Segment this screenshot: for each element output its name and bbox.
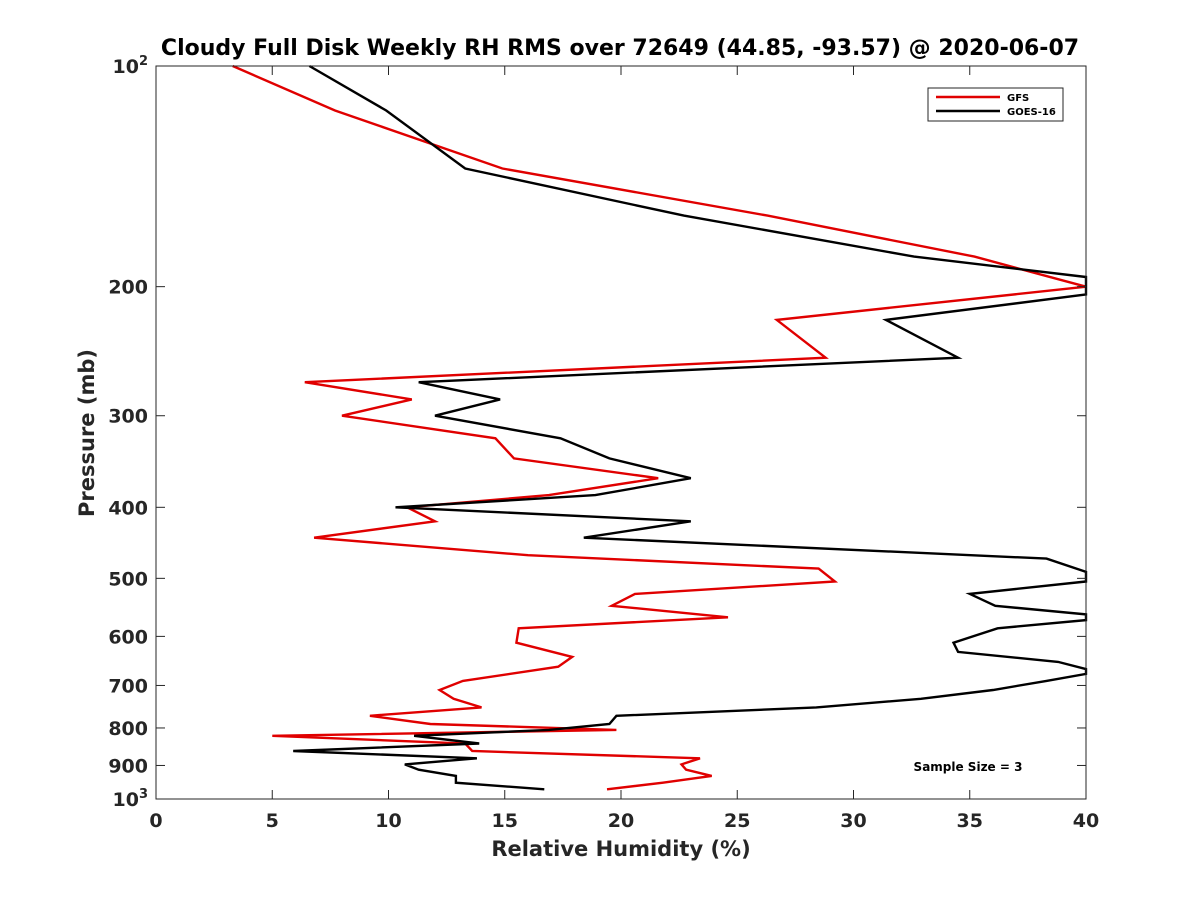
x-axis: 0 5 10 15 20 25 30 35 40 [149, 66, 1099, 832]
x-tick-label: 0 [149, 810, 162, 832]
x-tick-label: 30 [840, 810, 866, 832]
x-tick-label: 25 [724, 810, 750, 832]
legend-label: GFS [1007, 93, 1029, 104]
x-axis-label: Relative Humidity (%) [491, 837, 750, 861]
y-tick-label: 300 [108, 406, 148, 428]
x-tick-label: 35 [957, 810, 983, 832]
series-line-goes-16 [293, 64, 1088, 791]
y-tick-label: 500 [108, 568, 148, 590]
y-tick-label: 102 [113, 54, 149, 78]
legend-label: GOES-16 [1007, 107, 1056, 118]
x-tick-label: 15 [492, 810, 518, 832]
y-tick-label: 800 [108, 718, 148, 740]
y-tick-label: 400 [108, 497, 148, 519]
series-layer [232, 64, 1088, 791]
x-tick-label: 20 [608, 810, 634, 832]
series-line-gfs [232, 64, 1087, 791]
chart-title: Cloudy Full Disk Weekly RH RMS over 7264… [161, 36, 1079, 61]
y-tick-label: 600 [108, 626, 148, 648]
legend: GFS GOES-16 [927, 87, 1064, 122]
y-tick-label: 103 [113, 787, 149, 811]
x-tick-label: 40 [1073, 810, 1099, 832]
y-axis: 102 200 300 400 500 600 700 800 900 103 [108, 54, 1086, 811]
y-tick-label: 900 [108, 755, 148, 777]
y-tick-label: 200 [108, 277, 148, 299]
y-tick-label: 700 [108, 675, 148, 697]
x-tick-label: 5 [266, 810, 279, 832]
sample-size-annotation: Sample Size = 3 [914, 760, 1023, 774]
legend-box [927, 87, 1064, 122]
y-axis-label: Pressure (mb) [75, 349, 99, 517]
x-tick-label: 10 [375, 810, 401, 832]
